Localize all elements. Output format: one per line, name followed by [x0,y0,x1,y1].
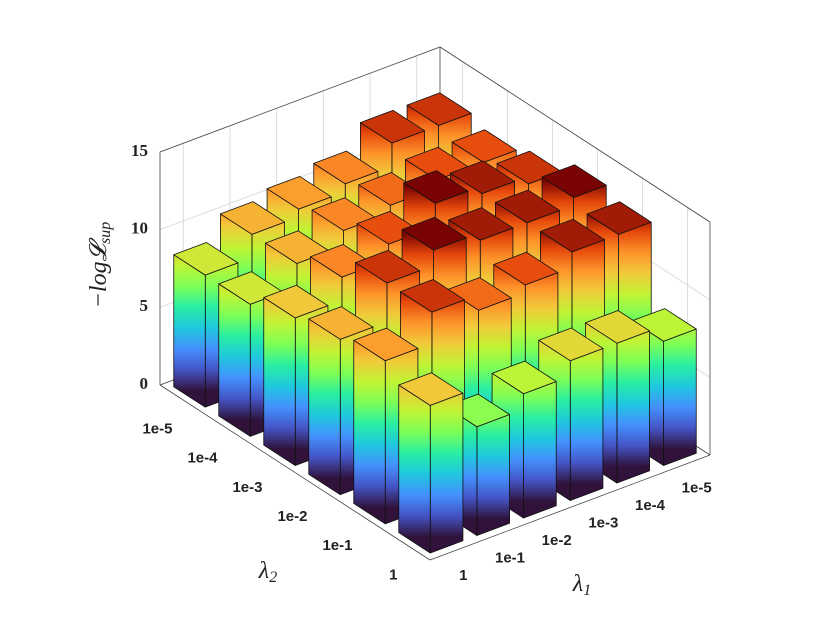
axis-box [159,384,431,561]
bar-top [400,279,465,313]
y-axis-label: λ2 [258,558,277,586]
x-axis-label-main: λ [572,571,583,597]
bar-face [616,330,650,484]
bar-face [308,318,341,496]
bar-top [586,201,652,235]
y-tick-label: 1e-4 [187,450,218,467]
bar [398,372,464,554]
z-tick-label: 10 [131,219,148,238]
x-tick-label: 1e-1 [495,550,525,567]
bar-top [360,109,425,144]
bar-top [493,251,559,286]
bar-face [218,283,251,437]
bar-top [220,201,285,235]
bar-top [495,189,560,224]
bar-top [266,175,332,210]
bar-top [355,249,420,284]
bar-face [476,414,510,536]
y-axis-label-sub: 2 [269,569,277,586]
bar-face [523,381,557,519]
y-tick-label: 1e-3 [232,479,262,496]
axis-box [429,454,711,561]
z-axis-label: −log𝓛sup [86,222,114,309]
bar-top [403,170,469,204]
bar-face [263,297,296,466]
y-tick-label: 1e-5 [142,421,172,438]
y-tick-label: 1 [389,566,397,583]
z-tick-label: 15 [131,141,148,160]
z-axis-label-main: −log𝓛 [86,237,112,308]
bar-top [308,306,374,340]
bar-face [398,384,431,554]
bar-face [353,339,386,525]
bar-face [569,348,604,501]
bar-top [401,216,467,251]
bar-top [491,360,557,395]
x-tick-label: 1e-4 [635,497,666,514]
bar-top [313,150,379,185]
bar-top [451,129,517,163]
bar-top [173,242,239,276]
bar-top [541,164,607,198]
z-tick-label: 5 [140,296,149,315]
z-tick-label: 0 [140,374,149,393]
y-tick-label: 1e-2 [277,508,307,525]
z-axis-label-sub: sup [97,222,114,244]
x-tick-label: 1e-5 [682,480,712,497]
bar-top [448,207,514,241]
y-axis-label-main: λ [258,558,269,584]
bar-top [263,284,329,319]
bar-top [538,327,604,362]
x-tick-label: 1e-3 [588,515,618,532]
bar-face [429,392,464,554]
x-axis-label: λ1 [572,571,591,599]
x-tick-label: 1e-2 [542,532,572,549]
x-tick-label: 1 [459,567,467,584]
bar-top [450,160,515,194]
axis-box [439,46,711,223]
bar-face [663,328,697,466]
bar-top [406,92,472,126]
y-tick-label: 1e-1 [322,537,352,554]
axis-box [159,46,441,153]
bar-top [353,327,419,362]
x-axis-label-sub: 1 [583,582,591,599]
bar-face [173,254,206,408]
bar-top [398,372,464,406]
bar-top [585,310,650,344]
bar-top [540,218,605,253]
